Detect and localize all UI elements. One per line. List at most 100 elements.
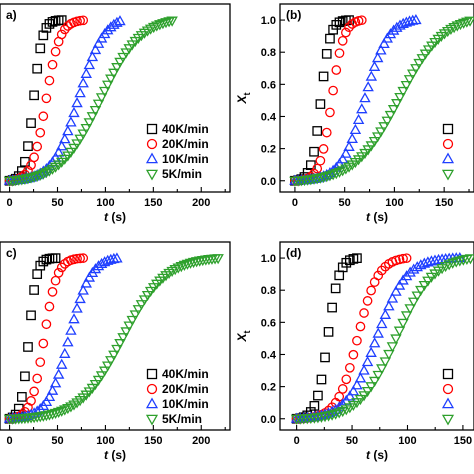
legend-marker [146, 138, 158, 150]
data-point [68, 143, 80, 154]
data-point [59, 347, 71, 358]
data-point [368, 337, 381, 348]
data-point [111, 252, 123, 263]
data-point [47, 17, 58, 27]
data-point [111, 344, 123, 356]
data-point [384, 110, 397, 122]
data-point [400, 80, 413, 92]
series-triangle-up [290, 252, 466, 423]
data-point [411, 291, 423, 302]
panel-label: a) [6, 8, 17, 22]
data-point [101, 24, 114, 35]
series-square [4, 15, 67, 186]
data-point [344, 362, 355, 373]
data-point [461, 17, 473, 28]
series-circle [290, 15, 367, 186]
data-point [26, 310, 36, 321]
data-point [318, 144, 329, 154]
data-point [343, 140, 355, 151]
series-triangle-down [289, 16, 474, 187]
panel-label: (d) [286, 246, 301, 260]
data-point [75, 253, 85, 264]
data-point [425, 255, 438, 266]
data-point [132, 305, 145, 316]
data-point [35, 357, 46, 368]
data-point [361, 355, 374, 367]
data-point [362, 81, 374, 92]
data-point [344, 390, 356, 401]
data-point [71, 139, 83, 150]
data-point [348, 254, 359, 264]
data-point [29, 386, 39, 397]
data-point [325, 33, 335, 44]
data-point [337, 35, 348, 46]
data-point [56, 29, 67, 40]
data-point [371, 132, 384, 143]
data-point [105, 356, 117, 367]
x-tick-label: 0 [7, 197, 13, 209]
data-point [160, 18, 172, 29]
data-point [44, 301, 55, 312]
data-point [325, 107, 335, 118]
series-square [291, 253, 362, 424]
data-point [376, 317, 388, 329]
data-point [413, 58, 425, 70]
x-axis-label: t (s) [104, 448, 126, 462]
data-point [49, 377, 62, 388]
y-tick-label: 1.0 [261, 15, 276, 27]
x-tick-label: 200 [192, 435, 210, 447]
data-point [55, 140, 68, 151]
data-point [157, 19, 169, 30]
data-point [375, 127, 387, 138]
legend-marker [441, 152, 455, 164]
data-point [355, 321, 366, 332]
data-point [108, 350, 120, 361]
data-point [372, 370, 384, 381]
data-point [425, 272, 438, 283]
data-point [135, 300, 148, 311]
data-point [394, 254, 405, 265]
data-point [407, 297, 420, 308]
data-point [80, 67, 92, 78]
data-point [46, 384, 59, 395]
data-point [352, 335, 362, 346]
data-point [371, 52, 384, 63]
data-point [129, 310, 142, 321]
data-point [400, 311, 413, 322]
data-point [328, 85, 338, 96]
data-point [368, 136, 381, 148]
data-point [52, 146, 65, 157]
y-tick-label: 0.0 [261, 176, 276, 188]
data-point [35, 127, 46, 138]
data-point [387, 105, 400, 116]
legend-marker [146, 123, 158, 135]
data-point [114, 15, 126, 26]
data-point [151, 21, 163, 32]
data-point [320, 352, 330, 363]
chart-panel-4: 0 50 100 150 0.0 0.2 0.4 0.6 0.8 1.0 t (s) Xt (d) [235, 241, 474, 462]
data-point [415, 259, 427, 270]
data-point [28, 172, 40, 183]
data-point [340, 147, 352, 158]
legend [441, 123, 455, 181]
data-point [50, 46, 61, 57]
y-tick-label: 0.4 [261, 349, 277, 361]
data-point [354, 394, 367, 406]
series-group [3, 15, 178, 187]
data-point [354, 372, 367, 383]
data-point [366, 285, 376, 296]
x-tick-label: 0 [7, 435, 13, 447]
data-point [80, 123, 92, 135]
x-tick-label: 150 [144, 197, 162, 209]
data-point [349, 123, 362, 135]
data-point [26, 396, 36, 406]
data-point [49, 408, 62, 419]
data-point [89, 263, 102, 274]
y-tick-label: 1.0 [261, 253, 276, 265]
data-point [330, 283, 341, 294]
data-point [334, 17, 345, 28]
data-point [323, 327, 334, 337]
y-axis-label: Xt [235, 330, 252, 342]
